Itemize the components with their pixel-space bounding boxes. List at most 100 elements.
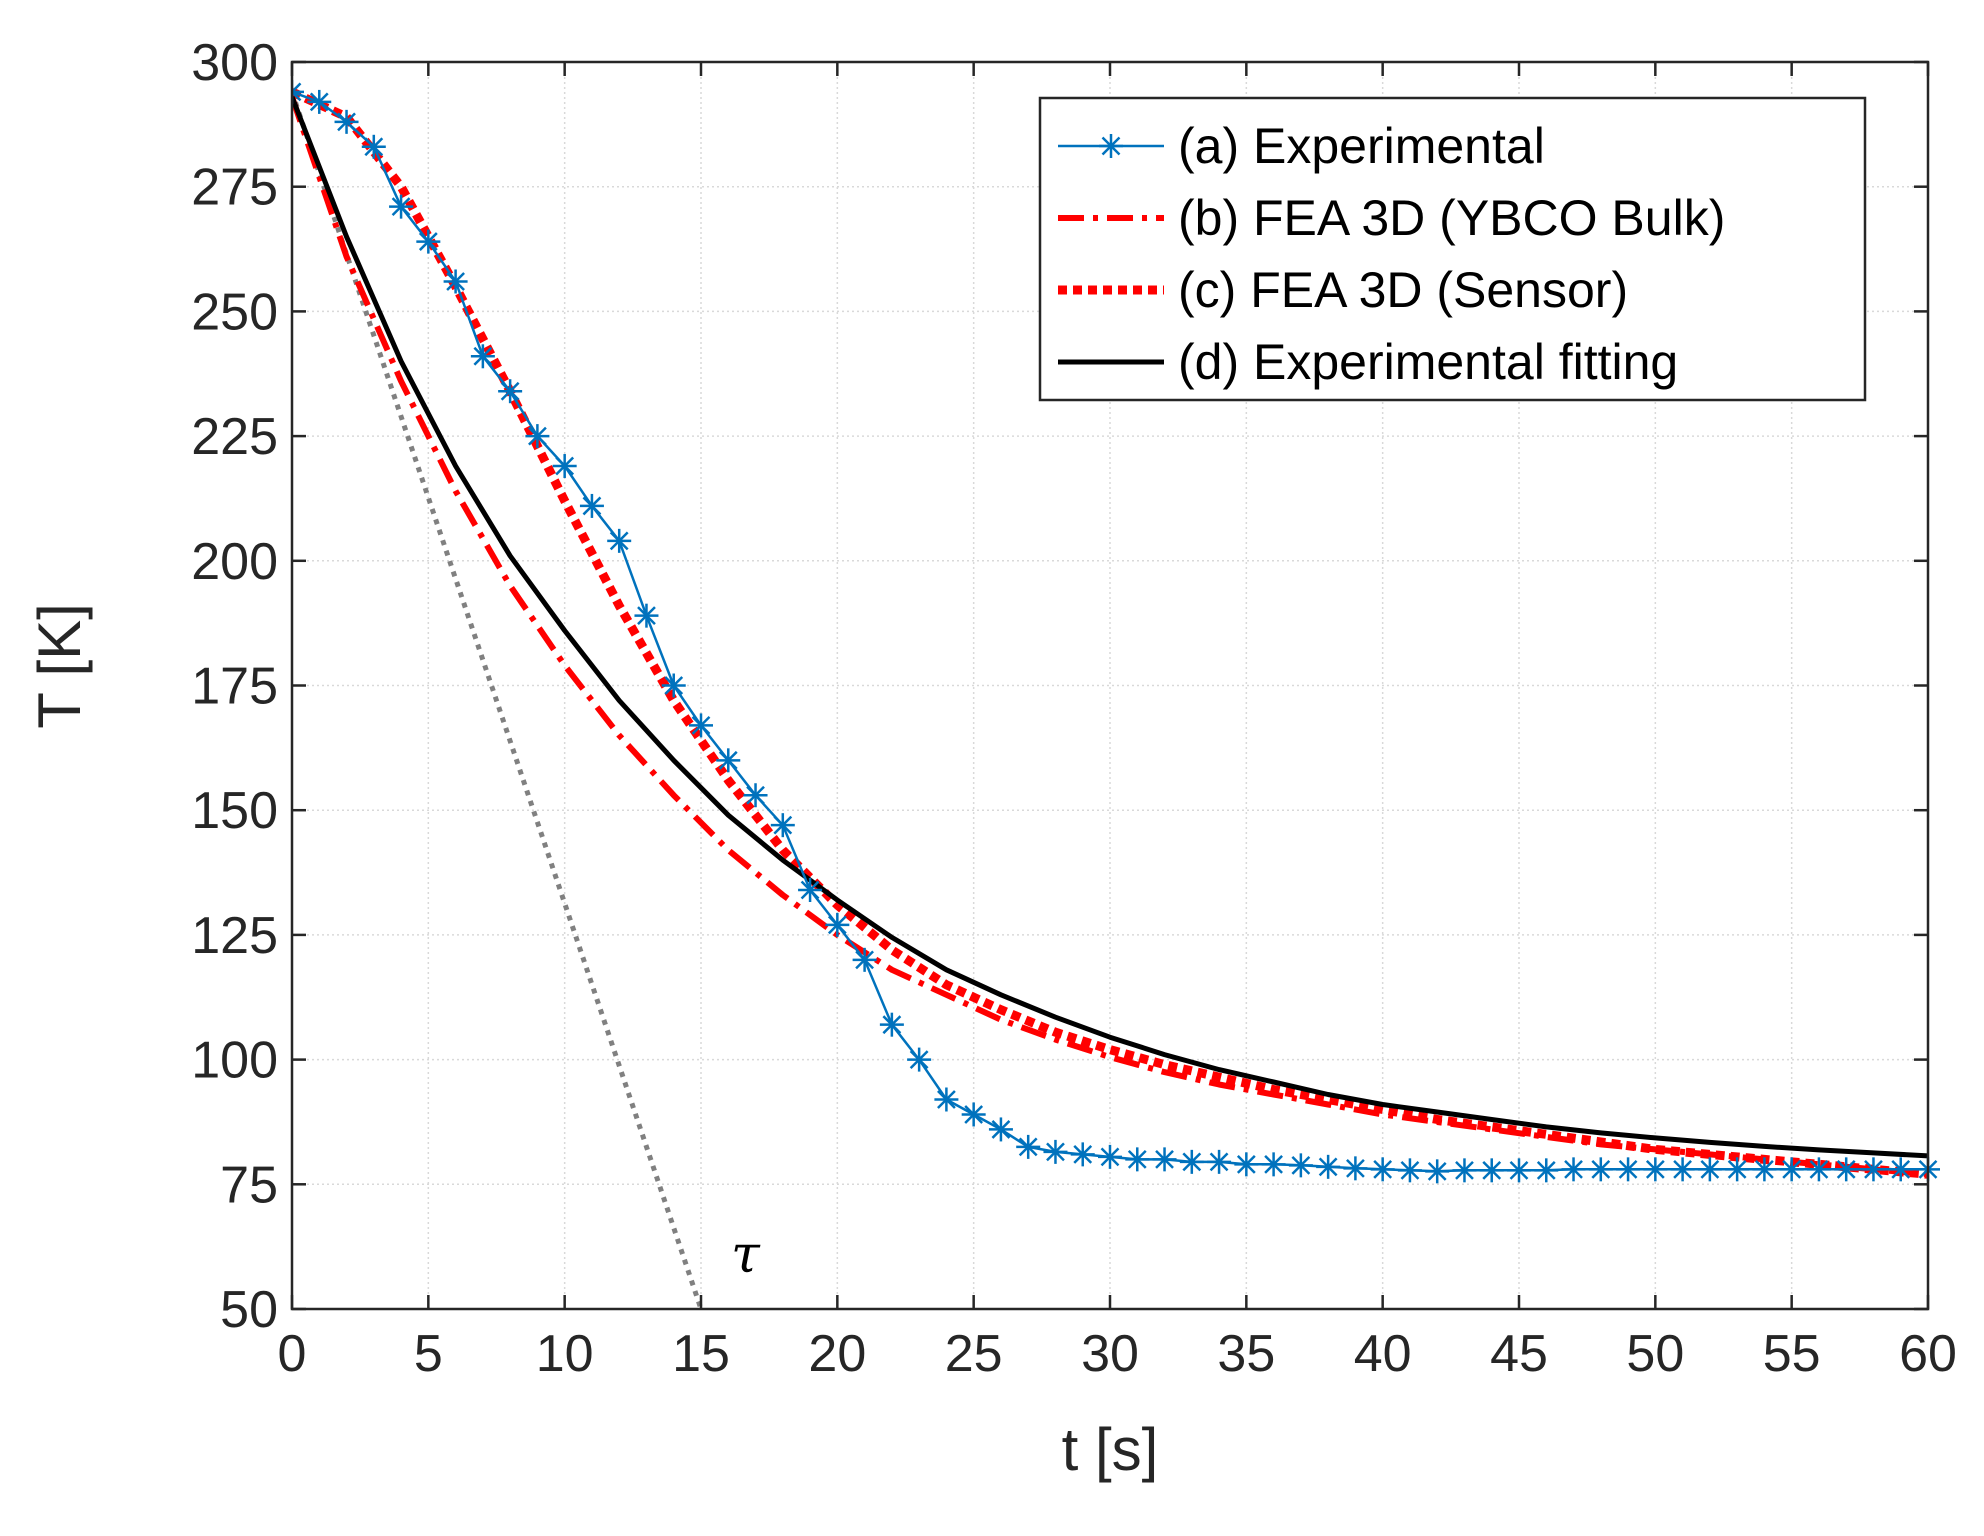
data-point [607, 528, 632, 553]
data-point [1179, 1149, 1204, 1174]
y-tick-label: 300 [191, 34, 278, 92]
x-tick-label: 45 [1490, 1325, 1548, 1383]
data-point [1343, 1156, 1368, 1181]
data-point [1452, 1158, 1477, 1183]
x-tick-label: 30 [1081, 1325, 1139, 1383]
data-point [1479, 1158, 1504, 1183]
data-point [334, 109, 359, 134]
y-tick-label: 225 [191, 408, 278, 466]
data-point [661, 673, 686, 698]
data-point [689, 713, 713, 738]
data-point [1588, 1157, 1613, 1182]
data-point [1670, 1157, 1695, 1182]
tau-annotation: τ [731, 1225, 761, 1285]
y-tick-label: 125 [191, 907, 278, 965]
x-tick-label: 60 [1899, 1325, 1957, 1383]
data-point [988, 1117, 1013, 1142]
axes-frame [290, 60, 1930, 1311]
data-point [934, 1087, 959, 1112]
data-point [1397, 1158, 1422, 1183]
data-point [1697, 1157, 1722, 1182]
data-point [307, 89, 332, 114]
data-point [389, 194, 414, 219]
x-tick-label: 40 [1354, 1325, 1412, 1383]
data-point [852, 947, 877, 972]
data-point [1779, 1157, 1804, 1182]
data-point [1016, 1134, 1041, 1159]
annotations: τ [731, 1225, 761, 1285]
data-point [443, 269, 468, 294]
data-point [634, 603, 659, 628]
legend-box [1038, 96, 1867, 402]
data-point [292, 79, 304, 104]
data-point [716, 748, 741, 773]
x-tick-label: 0 [278, 1325, 307, 1383]
data-point [525, 424, 550, 449]
data-point [416, 229, 441, 254]
data-point [1425, 1159, 1450, 1184]
data-point [1507, 1158, 1531, 1183]
y-tick-label: 250 [191, 283, 278, 341]
x-tick-label: 15 [672, 1325, 730, 1383]
y-tick-label: 175 [191, 658, 278, 716]
legend-label-0: (a) Experimental [1178, 118, 1545, 174]
x-tick-label: 35 [1217, 1325, 1275, 1383]
data-point [1043, 1139, 1068, 1164]
data-point [1261, 1152, 1286, 1177]
data-point [579, 493, 604, 518]
data-point [879, 1012, 904, 1037]
plot-box [290, 60, 1930, 1311]
x-tick-label: 50 [1626, 1325, 1684, 1383]
y-tick-label: 75 [220, 1156, 278, 1214]
y-tick-label: 150 [191, 782, 278, 840]
legend-label-3: (d) Experimental fitting [1178, 334, 1678, 390]
data-point [961, 1102, 986, 1127]
y-tick-label: 100 [191, 1032, 278, 1090]
x-tick-label: 5 [414, 1325, 443, 1383]
data-point [1888, 1157, 1913, 1182]
data-point [470, 344, 495, 369]
legend-marker [1099, 134, 1123, 158]
legend-label-1: (b) FEA 3D (YBCO Bulk) [1178, 190, 1725, 246]
y-axis-label: T [K] [26, 603, 93, 729]
data-point [1370, 1157, 1395, 1182]
data-point [1152, 1147, 1177, 1172]
data-point [798, 878, 823, 903]
data-point [743, 783, 768, 808]
y-tick-label: 275 [191, 159, 278, 217]
data-point [1616, 1157, 1641, 1182]
data-point [1125, 1147, 1150, 1172]
legend-label-2: (c) FEA 3D (Sensor) [1178, 262, 1628, 318]
data-point [1806, 1157, 1831, 1182]
series-line-1 [292, 95, 1929, 1178]
data-point [361, 134, 386, 159]
x-tick-label: 25 [945, 1325, 1003, 1383]
data-point [1725, 1157, 1750, 1182]
series-line-3 [292, 95, 1929, 1159]
y-tick-label: 50 [220, 1281, 278, 1339]
data-point [770, 813, 795, 838]
data-point [1561, 1157, 1586, 1182]
series-line-2 [292, 87, 1929, 1179]
data-point [1834, 1157, 1859, 1182]
data-point [1643, 1157, 1668, 1182]
data-point [1752, 1157, 1777, 1182]
data-point [1861, 1157, 1886, 1182]
data-point [1288, 1153, 1313, 1178]
x-tick-label: 55 [1763, 1325, 1821, 1383]
x-tick-label: 10 [536, 1325, 594, 1383]
data-point [1098, 1144, 1122, 1169]
plot-series [292, 79, 1940, 1309]
data-point [1207, 1149, 1232, 1174]
data-point [825, 912, 850, 937]
legend: (a) Experimental (b) FEA 3D (YBCO Bulk) (c… [1038, 96, 1867, 402]
x-axis-label: t [s] [1062, 1416, 1159, 1483]
x-tick-label: 20 [808, 1325, 866, 1383]
data-point [907, 1047, 932, 1072]
data-point [1316, 1154, 1341, 1179]
tick-labels: 0 5 10 15 20 25 30 35 40 45 50 55 60 50 75 100 125 150 175… [191, 34, 1957, 1383]
data-point [1070, 1142, 1095, 1167]
data-point [1234, 1152, 1259, 1177]
